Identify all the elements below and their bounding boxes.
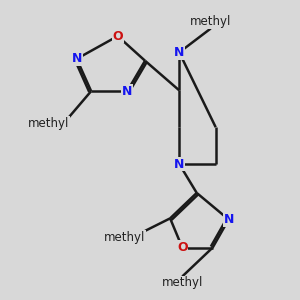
Text: N: N	[174, 158, 184, 171]
Text: N: N	[224, 213, 234, 226]
Text: O: O	[112, 30, 123, 43]
Text: methyl: methyl	[28, 117, 69, 130]
Text: N: N	[174, 46, 184, 59]
Text: methyl: methyl	[162, 277, 203, 290]
Text: O: O	[177, 241, 188, 254]
Text: methyl: methyl	[104, 231, 145, 244]
Text: methyl: methyl	[190, 16, 231, 28]
Text: N: N	[122, 85, 132, 98]
Text: N: N	[71, 52, 82, 65]
